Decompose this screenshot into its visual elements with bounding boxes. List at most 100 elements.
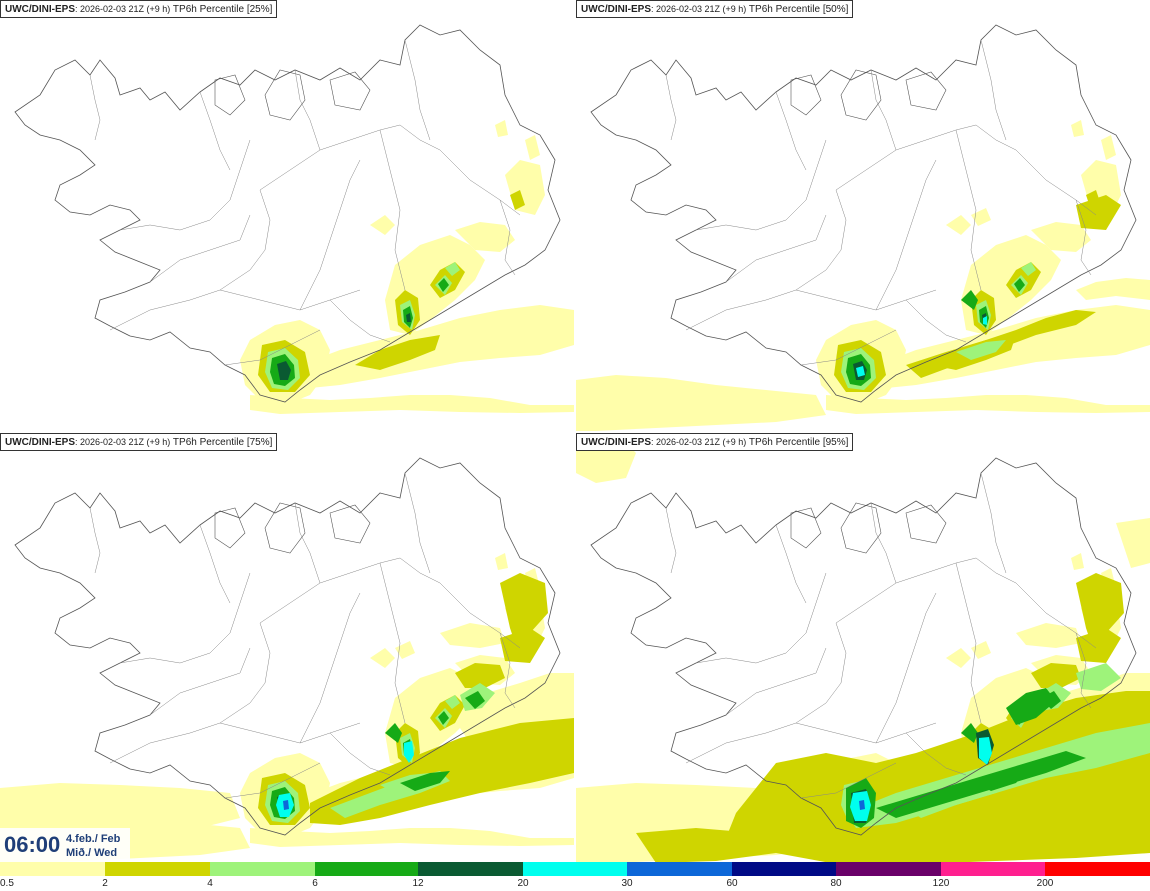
legend-swatch [315,862,418,876]
precip-contour-30 [859,800,865,810]
road-line [404,472,431,574]
legend-tick-label: 80 [830,878,842,889]
precip-contour-0.5-area [1076,278,1150,300]
precip-contour-12 [277,313,411,380]
precip-contour-20 [856,316,987,377]
precip-contour-0.5-area [1071,120,1084,137]
precip-contour-0.5-area [971,641,991,659]
road-line [379,562,406,724]
model-name: UWC/DINI-EPS [581,4,651,15]
road-line [149,214,251,283]
road-line [89,74,101,141]
road-line [795,289,937,311]
iceland-coastline [14,24,561,403]
road-line [329,299,391,343]
road-line [955,129,982,291]
legend-swatch [941,862,1045,876]
road-line [299,159,361,311]
iceland-coastline [590,24,1137,403]
precip-contour-20-area [404,741,414,763]
road-line [1015,149,1097,216]
road-line [1075,199,1092,276]
legend-tick-label: 60 [726,878,738,889]
legend-swatch [418,862,523,876]
precip-contour-2-area [1031,663,1081,688]
legend-tick-label: 2 [102,878,108,889]
precip-contour-4-area [956,340,1006,360]
iceland-map [576,433,1150,864]
glacier-outline [329,71,371,111]
road-line [149,647,251,716]
precip-contour-30-area [859,800,865,810]
road-line [835,557,1017,624]
run-time: : 2026-02-03 21Z (+9 h) [75,4,171,14]
precip-contour-0.5-area [826,395,1150,414]
field-name: TP6h Percentile [75%] [170,437,273,448]
road-line [294,69,321,151]
legend-swatch [836,862,941,876]
road-line [439,149,521,216]
precip-contour-2-area [510,190,525,210]
glacier-outline [329,504,371,544]
precip-contour-6-area [961,290,978,310]
road-line [499,632,516,709]
road-line [89,507,101,574]
valid-date-line1: 4.feb./ Feb [66,833,121,845]
precip-contour-4-area [1076,663,1121,691]
legend-tick-label: 30 [621,878,633,889]
road-line [955,562,982,724]
run-time: : 2026-02-03 21Z (+9 h) [75,437,171,447]
map-panel-1: UWC/DINI-EPS: 2026-02-03 21Z (+9 h) TP6h… [0,0,574,431]
road-line [199,91,231,171]
road-line [109,622,271,764]
precip-contour-6-area [438,278,449,292]
glacier-outline [264,69,306,121]
precip-contour-0.5-area [495,120,508,137]
precip-contour-2-area [455,663,505,688]
road-line [199,524,231,604]
road-line [219,289,361,311]
precip-contour-4-area [445,262,460,276]
run-time: : 2026-02-03 21Z (+9 h) [651,4,747,14]
panel-title: UWC/DINI-EPS: 2026-02-03 21Z (+9 h) TP6h… [576,0,854,18]
precip-contour-0.5-area [505,160,545,215]
road-line [775,91,807,171]
road-line [800,762,897,799]
precip-contour-6-area [1006,688,1056,725]
road-line [875,592,937,744]
road-line [905,299,967,343]
precip-contour-0.5-area [250,395,574,414]
precip-contour-2-area [355,335,440,370]
legend-swatch [0,862,105,876]
legend-swatch [627,862,732,876]
road-line [499,199,516,276]
glacier-outline [840,502,882,554]
valid-date: 4.feb./ Feb Mið./ Wed [66,832,120,860]
map-panel-2: UWC/DINI-EPS: 2026-02-03 21Z (+9 h) TP6h… [576,0,1150,431]
glacier-outline [840,69,882,121]
precip-contour-0.5-area [525,135,540,160]
road-line [725,214,827,283]
legend-tick-label: 6 [312,878,318,889]
precip-contour-20-area [856,366,865,377]
precip-contour-2-area [1076,195,1121,230]
road-line [109,189,271,331]
road-line [875,159,937,311]
legend-swatch [523,862,627,876]
map-panel-3: UWC/DINI-EPS: 2026-02-03 21Z (+9 h) TP6h… [0,433,574,864]
road-line [980,472,1007,574]
glacier-outline [790,74,822,116]
glacier-outline [905,71,947,111]
precip-contour-20 [276,741,414,817]
road-line [329,732,391,776]
precip-contour-12-area [406,313,411,322]
road-line [870,69,897,151]
precip-contour-0.5-area [1016,623,1081,648]
road-line [379,129,406,291]
precip-contour-0.5-area [971,208,991,226]
legend-tick-label: 4 [207,878,213,889]
precip-contour-6-area [400,771,450,791]
precip-contour-0.5-area [495,553,508,570]
panel-title: UWC/DINI-EPS: 2026-02-03 21Z (+9 h) TP6h… [576,433,854,451]
field-name: TP6h Percentile [25%] [170,4,273,15]
